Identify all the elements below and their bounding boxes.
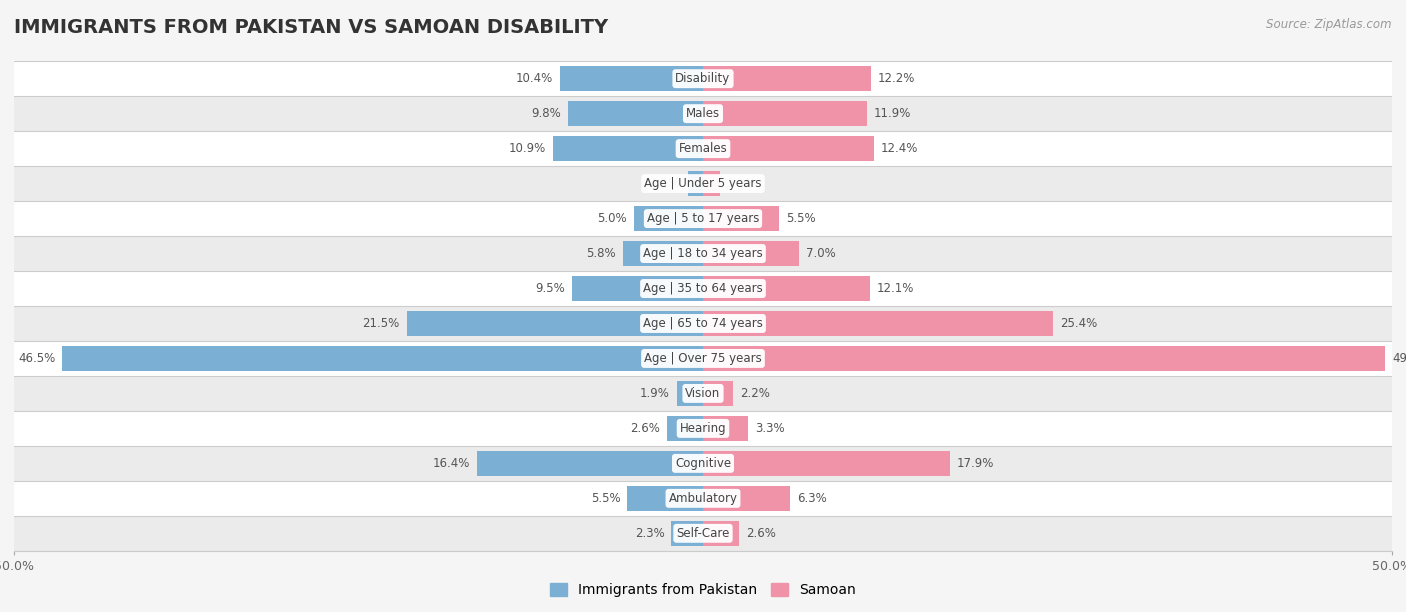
Bar [14,166,1392,201]
Bar [14,306,1392,341]
Text: 5.0%: 5.0% [598,212,627,225]
Text: 49.5%: 49.5% [1392,352,1406,365]
Bar [572,276,703,301]
Text: IMMIGRANTS FROM PAKISTAN VS SAMOAN DISABILITY: IMMIGRANTS FROM PAKISTAN VS SAMOAN DISAB… [14,18,609,37]
Text: Vision: Vision [685,387,721,400]
Text: Males: Males [686,107,720,120]
Bar [14,61,1392,96]
Bar [703,206,779,231]
Text: Females: Females [679,142,727,155]
Text: Age | 5 to 17 years: Age | 5 to 17 years [647,212,759,225]
Bar [14,516,1392,551]
Bar [668,416,703,441]
Text: 2.2%: 2.2% [740,387,770,400]
Text: Self-Care: Self-Care [676,527,730,540]
Bar [703,101,868,126]
Bar [14,341,1392,376]
Text: 16.4%: 16.4% [433,457,470,470]
Text: 25.4%: 25.4% [1060,317,1097,330]
Bar [703,451,949,476]
Bar [671,521,703,546]
Text: 17.9%: 17.9% [956,457,994,470]
Text: 5.5%: 5.5% [786,212,815,225]
Text: 9.8%: 9.8% [531,107,561,120]
Text: 1.9%: 1.9% [640,387,669,400]
Text: 11.9%: 11.9% [875,107,911,120]
Bar [406,311,703,336]
Bar [14,446,1392,481]
Bar [703,381,734,406]
Bar [14,131,1392,166]
Bar [703,241,800,266]
Text: Age | 35 to 64 years: Age | 35 to 64 years [643,282,763,295]
Text: 7.0%: 7.0% [807,247,837,260]
Text: 10.9%: 10.9% [509,142,546,155]
Bar [703,521,738,546]
Text: Ambulatory: Ambulatory [668,492,738,505]
Bar [62,346,703,371]
Text: 10.4%: 10.4% [516,72,553,85]
Text: 6.3%: 6.3% [797,492,827,505]
Text: 1.2%: 1.2% [727,177,756,190]
Bar [14,481,1392,516]
Text: 12.4%: 12.4% [880,142,918,155]
Text: 9.5%: 9.5% [536,282,565,295]
Text: 12.2%: 12.2% [877,72,915,85]
Bar [14,236,1392,271]
Bar [703,136,875,161]
Text: 1.1%: 1.1% [651,177,681,190]
Text: 5.8%: 5.8% [586,247,616,260]
Bar [14,411,1392,446]
Text: Age | 18 to 34 years: Age | 18 to 34 years [643,247,763,260]
Bar [703,416,748,441]
Bar [560,66,703,91]
Bar [703,171,720,196]
Text: Disability: Disability [675,72,731,85]
Text: 2.3%: 2.3% [634,527,665,540]
Text: Cognitive: Cognitive [675,457,731,470]
Bar [703,311,1053,336]
Text: 3.3%: 3.3% [755,422,785,435]
Bar [676,381,703,406]
Text: 46.5%: 46.5% [18,352,55,365]
Text: 5.5%: 5.5% [591,492,620,505]
Bar [14,271,1392,306]
Bar [703,276,870,301]
Bar [627,486,703,511]
Bar [703,66,872,91]
Bar [703,486,790,511]
Text: 12.1%: 12.1% [876,282,914,295]
Bar [14,376,1392,411]
Bar [568,101,703,126]
Bar [477,451,703,476]
Bar [703,346,1385,371]
Text: Age | Under 5 years: Age | Under 5 years [644,177,762,190]
Text: 2.6%: 2.6% [630,422,661,435]
Text: Age | Over 75 years: Age | Over 75 years [644,352,762,365]
Text: Source: ZipAtlas.com: Source: ZipAtlas.com [1267,18,1392,31]
Bar [623,241,703,266]
Bar [14,96,1392,131]
Legend: Immigrants from Pakistan, Samoan: Immigrants from Pakistan, Samoan [544,578,862,603]
Bar [553,136,703,161]
Text: Hearing: Hearing [679,422,727,435]
Text: 2.6%: 2.6% [745,527,776,540]
Text: Age | 65 to 74 years: Age | 65 to 74 years [643,317,763,330]
Text: 21.5%: 21.5% [363,317,399,330]
Bar [634,206,703,231]
Bar [14,201,1392,236]
Bar [688,171,703,196]
